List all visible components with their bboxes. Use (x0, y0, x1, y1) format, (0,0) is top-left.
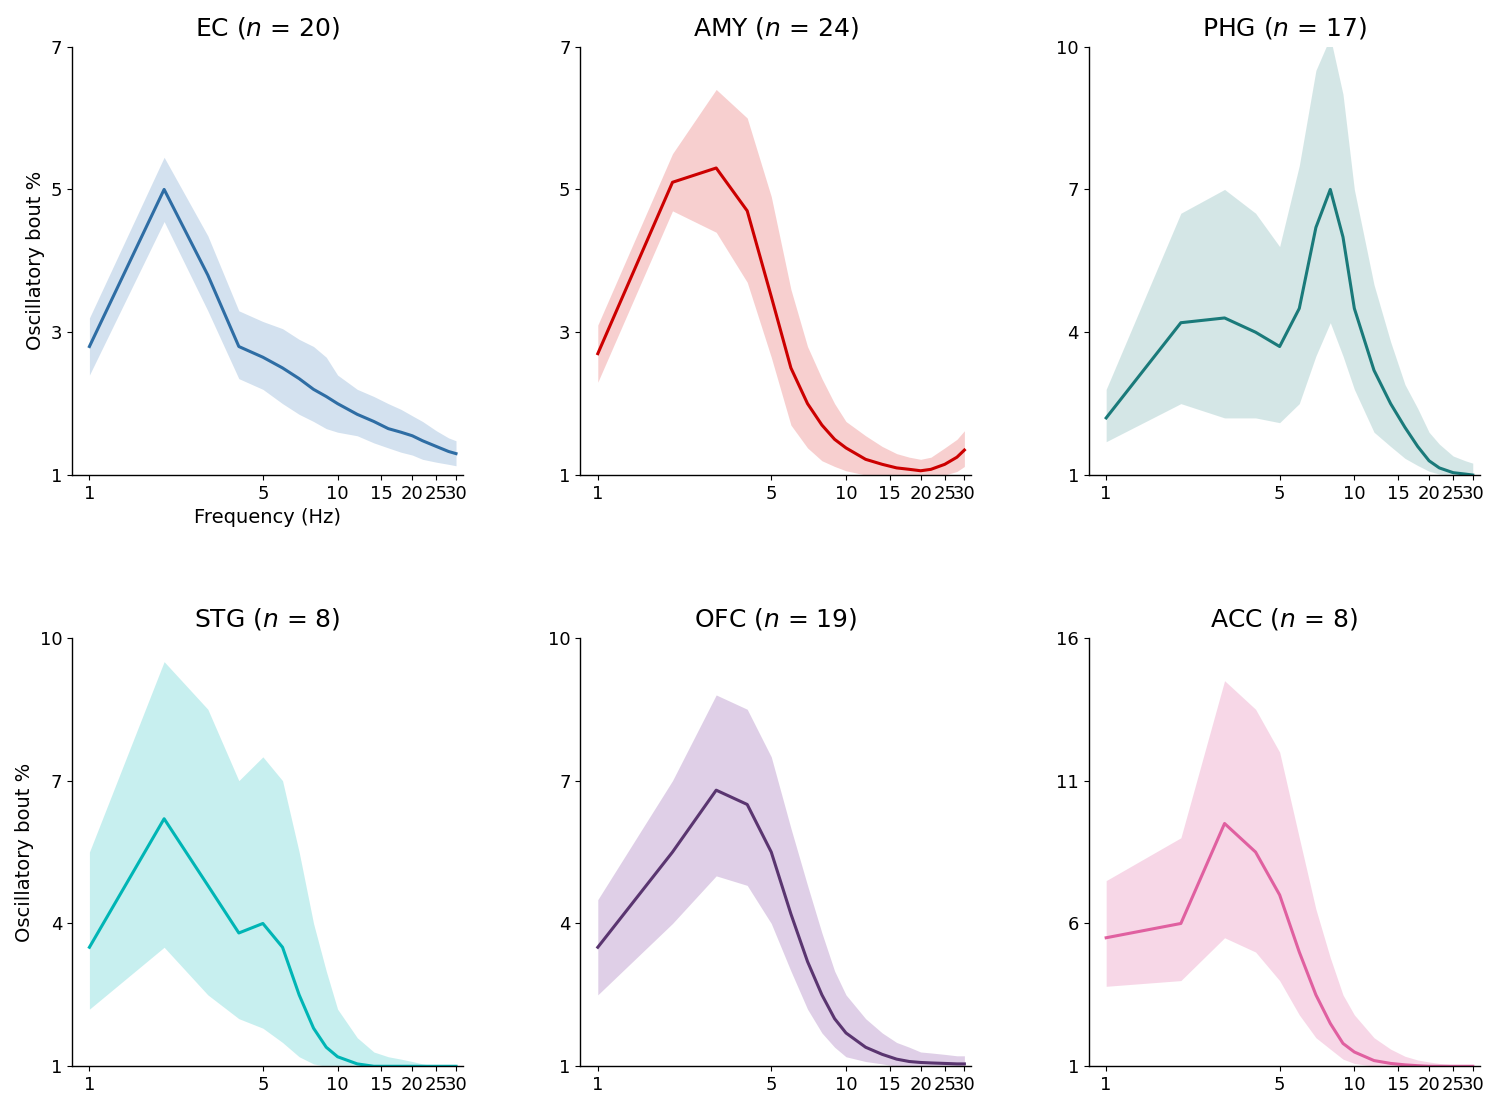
Title: AMY ($n$ = 24): AMY ($n$ = 24) (693, 16, 858, 41)
Y-axis label: Oscillatory bout %: Oscillatory bout % (15, 762, 34, 942)
Y-axis label: Oscillatory bout %: Oscillatory bout % (26, 171, 45, 350)
Title: STG ($n$ = 8): STG ($n$ = 8) (194, 607, 340, 632)
Title: PHG ($n$ = 17): PHG ($n$ = 17) (1202, 16, 1366, 41)
Title: EC ($n$ = 20): EC ($n$ = 20) (195, 16, 340, 41)
Title: ACC ($n$ = 8): ACC ($n$ = 8) (1210, 607, 1358, 632)
Title: OFC ($n$ = 19): OFC ($n$ = 19) (694, 607, 858, 632)
X-axis label: Frequency (Hz): Frequency (Hz) (194, 508, 340, 527)
